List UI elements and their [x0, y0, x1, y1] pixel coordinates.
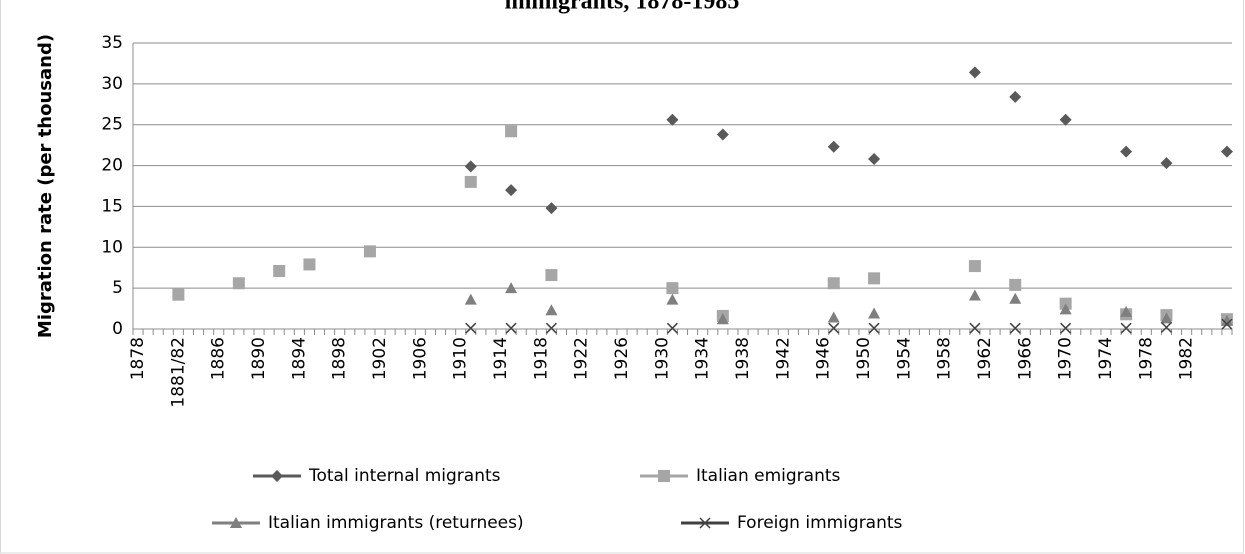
- x-tick-label: 1934: [693, 337, 713, 380]
- x-tick-label: 1918: [531, 337, 551, 380]
- point: [505, 322, 517, 334]
- x-tick-label: 1902: [370, 337, 390, 380]
- x-tick-label: 1914: [491, 337, 511, 380]
- x-tick-label: 1954: [894, 337, 914, 380]
- point: [1220, 314, 1233, 326]
- point: [968, 260, 981, 273]
- x-tick-label: 1974: [1096, 337, 1116, 380]
- point: [666, 293, 679, 305]
- x-tick-label: 1910: [451, 337, 471, 380]
- point: [303, 258, 316, 271]
- point: [1120, 322, 1132, 334]
- point: [545, 304, 558, 316]
- point: [1160, 312, 1173, 324]
- point: [1220, 145, 1233, 158]
- point: [1009, 322, 1021, 334]
- point: [666, 282, 679, 295]
- point: [1120, 305, 1133, 317]
- x-tick-label: 1942: [773, 337, 793, 380]
- point: [1009, 278, 1022, 291]
- point: [968, 66, 981, 79]
- y-tick-label: 15: [101, 196, 123, 216]
- point: [868, 272, 881, 285]
- x-tick-label: 1886: [209, 337, 229, 380]
- point: [828, 322, 840, 334]
- y-tick-label: 20: [101, 156, 123, 176]
- point: [1009, 292, 1022, 304]
- point: [172, 288, 185, 301]
- x-tick-label: 1922: [572, 337, 592, 380]
- point: [658, 470, 670, 482]
- point: [716, 128, 729, 141]
- point: [363, 245, 376, 258]
- point: [464, 175, 477, 188]
- x-tick-label: 1906: [410, 337, 430, 380]
- point: [1059, 113, 1072, 126]
- point: [827, 140, 840, 153]
- x-tick-label: 1958: [935, 337, 955, 380]
- legend-label: Italian immigrants (returnees): [268, 513, 524, 533]
- point: [545, 269, 558, 282]
- point: [968, 289, 981, 301]
- point: [827, 311, 840, 323]
- x-tick-label: 1946: [814, 337, 834, 380]
- point: [868, 322, 880, 334]
- y-tick-label: 5: [112, 278, 123, 298]
- y-axis-label: Migration rate (per thousand): [35, 34, 56, 338]
- point: [273, 264, 286, 277]
- point: [1060, 322, 1072, 334]
- x-tick-label: 1966: [1015, 337, 1035, 380]
- point: [230, 517, 242, 528]
- point: [505, 282, 518, 294]
- point: [465, 322, 477, 334]
- y-tick-label: 10: [101, 237, 123, 257]
- x-tick-label: 1894: [289, 337, 309, 380]
- point: [699, 517, 711, 529]
- x-tick-label: 1982: [1177, 337, 1197, 380]
- point: [545, 322, 557, 334]
- point: [1059, 303, 1072, 315]
- x-tick-label: 1938: [733, 337, 753, 380]
- x-tick-label: 1890: [249, 337, 269, 380]
- point: [505, 125, 518, 138]
- point: [716, 313, 729, 325]
- x-tick-label: 1881/82: [168, 337, 188, 408]
- x-tick-label: 1926: [612, 337, 632, 380]
- x-tick-label: 1978: [1136, 337, 1156, 380]
- point: [1221, 318, 1233, 330]
- x-tick-label: 1962: [975, 337, 995, 380]
- y-tick-label: 25: [101, 115, 123, 135]
- legend-label: Total internal migrants: [308, 466, 501, 486]
- legend-label: Italian emigrants: [696, 466, 841, 486]
- legend-label: Foreign immigrants: [737, 513, 903, 533]
- x-tick-label: 1898: [330, 337, 350, 380]
- point: [666, 113, 679, 126]
- point: [666, 322, 678, 334]
- point: [1120, 145, 1133, 158]
- x-tick-label: 1970: [1056, 337, 1076, 380]
- point: [271, 470, 283, 482]
- point: [1160, 321, 1172, 333]
- point: [868, 153, 881, 166]
- point: [1160, 157, 1173, 170]
- point: [232, 277, 245, 290]
- y-tick-label: 30: [101, 74, 123, 94]
- y-tick-label: 0: [112, 319, 123, 339]
- point: [464, 160, 477, 173]
- x-tick-label: 1950: [854, 337, 874, 380]
- point: [464, 293, 477, 305]
- point: [505, 184, 518, 197]
- x-tick-label: 1878: [128, 337, 148, 380]
- point: [827, 277, 840, 290]
- x-tick-label: 1930: [652, 337, 672, 380]
- point: [1009, 90, 1022, 103]
- point: [969, 322, 981, 334]
- point: [545, 202, 558, 215]
- y-tick-label: 35: [101, 33, 123, 53]
- point: [868, 307, 881, 319]
- chart-title: immigrants, 1878-1985: [505, 0, 740, 15]
